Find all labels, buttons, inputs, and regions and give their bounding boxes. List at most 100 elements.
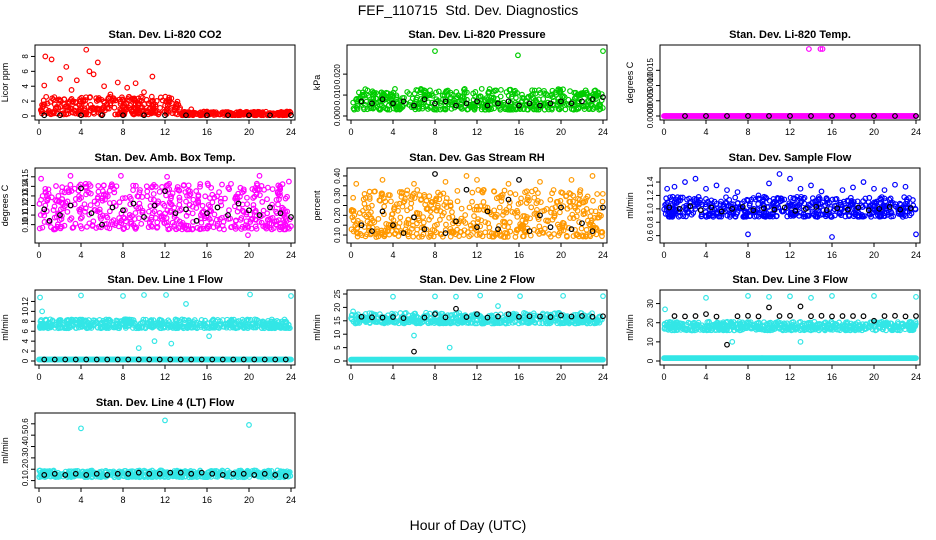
data-point bbox=[411, 180, 417, 187]
data-point bbox=[576, 233, 582, 240]
plot-area bbox=[348, 171, 606, 240]
data-point bbox=[64, 208, 71, 215]
data-point bbox=[526, 228, 533, 235]
data-point bbox=[819, 46, 826, 52]
data-point bbox=[264, 210, 271, 217]
data-point bbox=[505, 180, 512, 187]
data-point bbox=[575, 105, 582, 112]
data-point bbox=[162, 210, 169, 217]
data-point bbox=[41, 112, 48, 119]
data-point bbox=[122, 207, 128, 214]
data-point bbox=[97, 213, 104, 220]
data-point bbox=[482, 229, 489, 236]
y-axis-label: degrees C bbox=[0, 184, 10, 226]
data-point bbox=[842, 213, 849, 220]
data-point bbox=[761, 193, 768, 200]
data-point bbox=[489, 233, 496, 240]
data-point bbox=[593, 92, 600, 98]
data-point bbox=[169, 110, 176, 117]
x-tick-label: 4 bbox=[390, 372, 395, 382]
plot-area bbox=[350, 48, 606, 113]
data-point bbox=[90, 71, 97, 78]
data-point bbox=[132, 80, 139, 87]
x-tick-label: 4 bbox=[390, 127, 395, 137]
data-point bbox=[83, 191, 89, 198]
data-point bbox=[729, 205, 736, 212]
x-tick-label: 16 bbox=[827, 250, 837, 260]
data-point bbox=[86, 68, 93, 75]
data-point bbox=[78, 112, 84, 119]
data-point bbox=[107, 93, 113, 100]
data-point bbox=[420, 214, 427, 221]
data-point bbox=[458, 205, 465, 212]
data-point bbox=[400, 230, 407, 236]
data-point bbox=[204, 225, 211, 232]
data-point bbox=[173, 226, 179, 232]
data-point bbox=[486, 229, 493, 236]
data-point bbox=[48, 194, 55, 201]
data-point bbox=[45, 190, 52, 197]
data-point bbox=[189, 226, 196, 233]
data-point bbox=[171, 204, 178, 211]
data-point bbox=[267, 204, 273, 211]
data-point bbox=[362, 86, 369, 93]
data-point bbox=[72, 98, 79, 105]
data-point bbox=[52, 197, 59, 204]
data-point bbox=[482, 219, 489, 226]
data-point bbox=[742, 213, 748, 220]
data-point bbox=[61, 101, 68, 108]
data-point bbox=[63, 63, 70, 70]
y-axis-label: kPa bbox=[312, 75, 322, 91]
data-point bbox=[107, 100, 114, 107]
data-point bbox=[76, 102, 83, 109]
data-point bbox=[684, 196, 690, 203]
data-point bbox=[416, 234, 422, 240]
data-point bbox=[442, 98, 449, 105]
data-point bbox=[81, 201, 88, 208]
data-point bbox=[77, 215, 84, 222]
data-point bbox=[750, 195, 757, 201]
data-point bbox=[42, 53, 49, 60]
x-tick-label: 12 bbox=[160, 250, 170, 260]
data-point bbox=[36, 200, 43, 207]
x-tick-label: 4 bbox=[390, 250, 395, 260]
data-point bbox=[259, 198, 266, 205]
data-point bbox=[568, 106, 575, 112]
data-point bbox=[570, 215, 577, 221]
x-tick-label: 8 bbox=[432, 372, 437, 382]
data-point bbox=[150, 196, 157, 203]
data-point bbox=[103, 213, 110, 219]
data-point bbox=[135, 345, 142, 351]
series-ff00ff bbox=[661, 46, 919, 119]
data-point bbox=[98, 106, 105, 113]
data-point bbox=[466, 204, 473, 211]
data-point bbox=[750, 207, 757, 214]
panel-title: Stan. Dev. Li-820 Pressure bbox=[408, 29, 545, 41]
data-point bbox=[485, 99, 492, 105]
data-point bbox=[51, 101, 58, 108]
data-point bbox=[486, 233, 493, 240]
data-point bbox=[136, 200, 143, 207]
data-point bbox=[125, 104, 132, 111]
data-point bbox=[774, 201, 781, 208]
data-point bbox=[401, 198, 408, 205]
data-point bbox=[246, 112, 252, 119]
data-point bbox=[442, 178, 449, 185]
data-point bbox=[551, 210, 558, 217]
data-point bbox=[47, 99, 54, 105]
data-point bbox=[837, 199, 844, 206]
data-point bbox=[209, 191, 216, 198]
data-point bbox=[682, 113, 688, 119]
data-point bbox=[560, 93, 567, 100]
data-point bbox=[501, 208, 507, 215]
data-point bbox=[264, 196, 270, 203]
data-point bbox=[518, 222, 525, 229]
data-point bbox=[589, 173, 596, 179]
data-point bbox=[724, 187, 730, 193]
data-point bbox=[244, 194, 250, 201]
data-point bbox=[234, 208, 241, 215]
data-point bbox=[559, 190, 566, 196]
data-point bbox=[568, 176, 575, 183]
data-point bbox=[176, 218, 183, 225]
